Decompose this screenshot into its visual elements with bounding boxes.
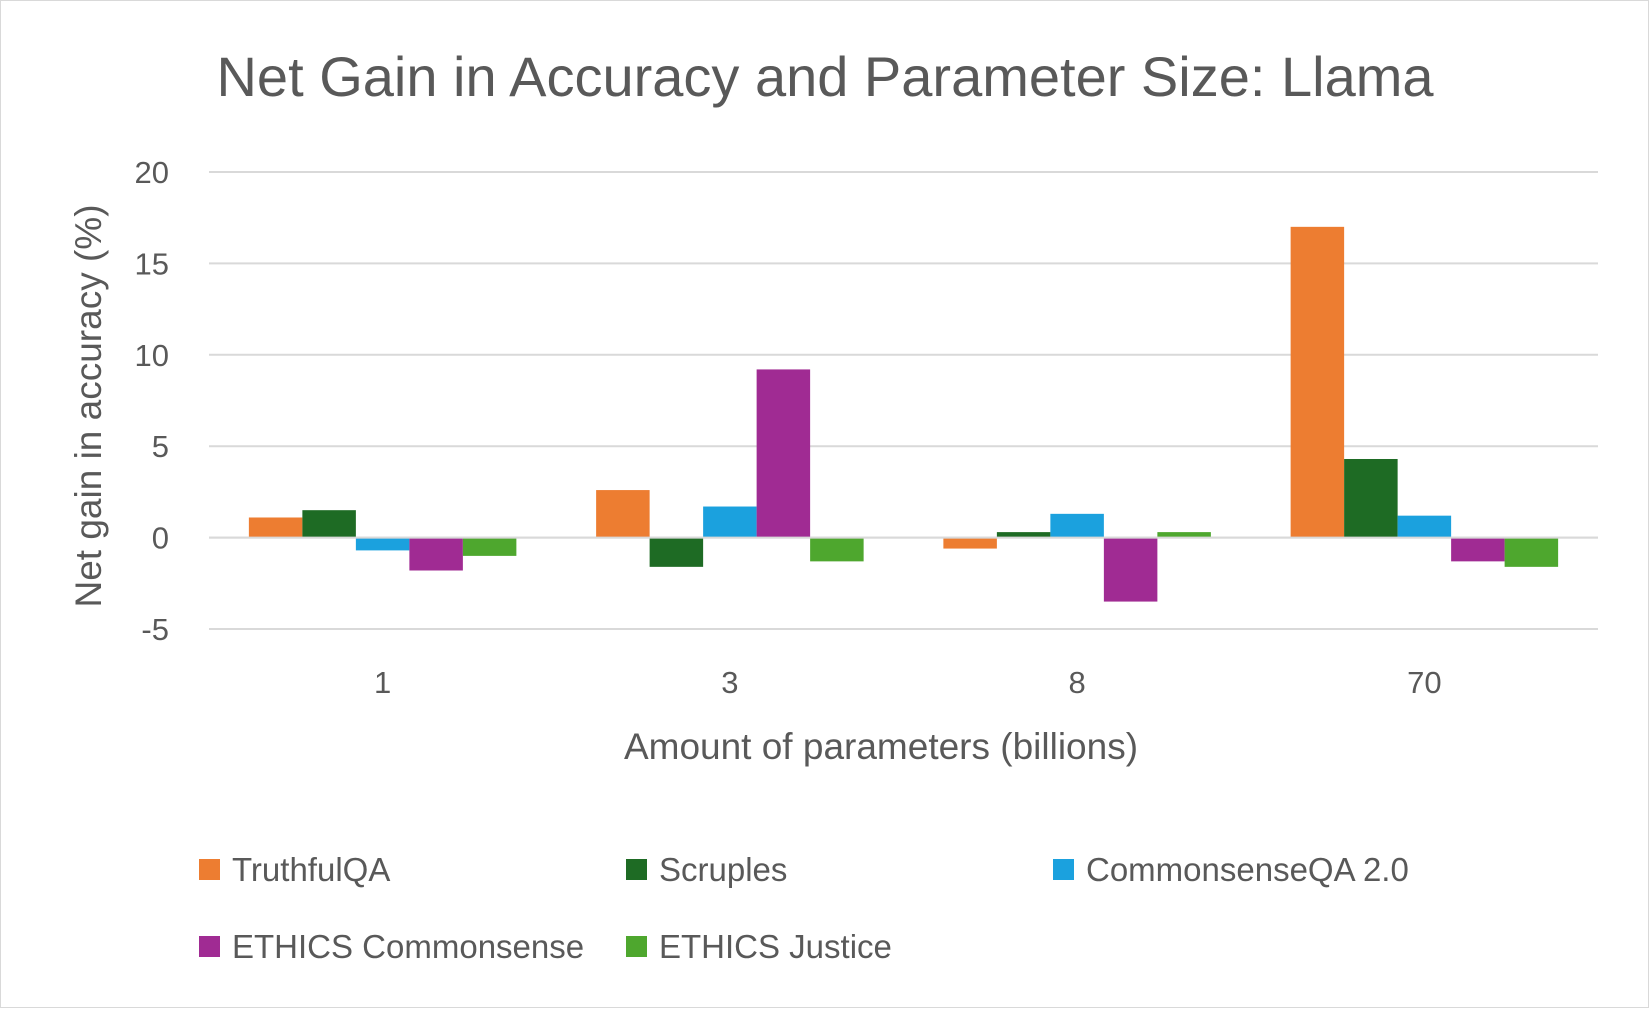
bar-truthfulqa-3 [596, 490, 650, 538]
x-tick-label: 8 [1069, 665, 1086, 700]
legend-swatch [199, 859, 220, 880]
chart-title: Net Gain in Accuracy and Parameter Size:… [216, 45, 1434, 108]
legend-item: TruthfulQA [199, 851, 390, 888]
legend-swatch [1053, 859, 1074, 880]
y-axis-ticks: -5 0 5 10 15 20 [135, 155, 169, 647]
bar-truthfulqa-1 [248, 517, 303, 538]
y-tick-label: 15 [135, 246, 169, 281]
x-tick-label: 3 [721, 665, 738, 700]
legend-swatch [626, 936, 647, 957]
bar-truthfulqa-70 [1290, 226, 1345, 538]
x-tick-label: 1 [374, 665, 391, 700]
bar-ethics-justice-1 [462, 537, 517, 556]
bar-truthfulqa-8 [943, 537, 997, 549]
x-axis-ticks: 1 3 8 70 [374, 665, 1442, 700]
legend-label: ETHICS Commonsense [232, 928, 584, 965]
legend-item: Scruples [626, 851, 787, 888]
bar-ethics-justice-8 [1157, 532, 1211, 538]
bar-commonsenseqa-2-0-8 [1050, 513, 1104, 538]
legend-label: CommonsenseQA 2.0 [1086, 851, 1409, 888]
y-tick-label: -5 [141, 612, 169, 647]
y-axis-label: Net gain in accuracy (%) [68, 204, 109, 607]
legend-item: ETHICS Commonsense [199, 928, 584, 965]
bar-scruples-1 [302, 510, 356, 538]
legend-item: CommonsenseQA 2.0 [1053, 851, 1409, 888]
bar-scruples-70 [1344, 458, 1398, 538]
legend: TruthfulQA Scruples CommonsenseQA 2.0 ETHIC… [199, 851, 1409, 965]
x-tick-label: 70 [1407, 665, 1441, 700]
y-tick-label: 5 [152, 429, 169, 464]
bar-ethics-justice-70 [1504, 537, 1559, 567]
legend-item: ETHICS Justice [626, 928, 892, 965]
bar-scruples-8 [996, 532, 1051, 538]
bar-commonsenseqa-2-0-1 [355, 537, 410, 551]
legend-swatch [199, 936, 220, 957]
legend-label: TruthfulQA [232, 851, 390, 888]
legend-label: ETHICS Justice [659, 928, 892, 965]
bars [248, 226, 1559, 602]
y-tick-label: 0 [152, 521, 169, 556]
legend-swatch [626, 859, 647, 880]
legend-label: Scruples [659, 851, 787, 888]
bar-ethics-commonsense-70 [1451, 537, 1505, 562]
x-axis-label: Amount of parameters (billions) [624, 726, 1138, 767]
bar-ethics-commonsense-1 [409, 537, 463, 571]
bar-commonsenseqa-2-0-70 [1397, 515, 1452, 538]
bar-ethics-commonsense-8 [1103, 537, 1158, 602]
y-tick-label: 20 [135, 155, 169, 190]
bar-ethics-commonsense-3 [756, 369, 811, 538]
bar-commonsenseqa-2-0-3 [703, 506, 757, 538]
bar-scruples-3 [649, 537, 704, 567]
y-tick-label: 10 [135, 338, 169, 373]
bar-ethics-justice-3 [810, 537, 864, 562]
